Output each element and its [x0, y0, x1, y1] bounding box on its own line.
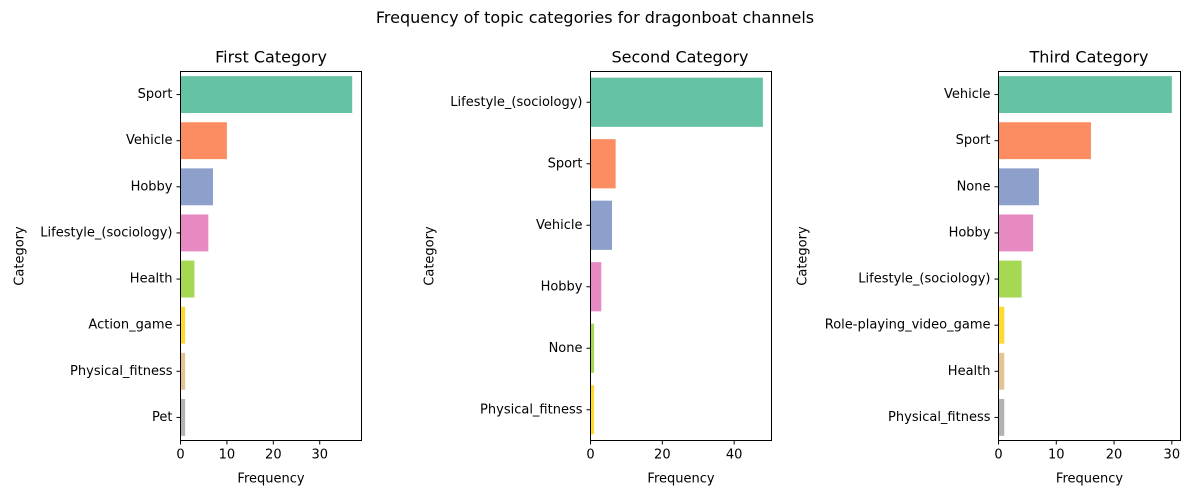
panel-2-xtick-label-2: 20 — [654, 448, 671, 463]
panel-3-axes-frame — [998, 71, 1181, 441]
panel-1-xtick-label-2: 10 — [219, 448, 236, 463]
panel-1-xtick-label-3: 20 — [265, 448, 282, 463]
panel-1-ytick-label-3: Hobby — [131, 179, 173, 194]
panel-1-xtick-label-4: 30 — [311, 448, 328, 463]
panel-3-ylabel: Category — [796, 226, 811, 286]
panel-2-ytick-label-5: None — [549, 341, 583, 356]
panel-1-bar-4 — [180, 214, 209, 252]
panel-1-xlabel: Frequency — [237, 472, 304, 487]
panel-3-bar-1 — [998, 76, 1172, 114]
panel-1-bar-8 — [180, 398, 186, 436]
panel-3-title: Third Category — [1029, 48, 1149, 67]
panel-1-title: First Category — [215, 48, 327, 67]
panel-2-bar-4 — [590, 262, 602, 312]
panel-2-xtick-label-3: 40 — [726, 448, 743, 463]
panel-3-ytick-label-1: Vehicle — [944, 87, 991, 102]
panel-3-xtick-label-1: 0 — [994, 448, 1002, 463]
panel-2-ytick-label-1: Lifestyle_(sociology) — [450, 95, 582, 110]
panel-1-bar-6 — [180, 306, 186, 344]
panel-1-ytick-label-8: Pet — [152, 410, 172, 425]
panel-1-ytick-label-7: Physical_fitness — [70, 364, 173, 379]
panel-3-xtick-label-2: 10 — [1048, 448, 1065, 463]
panel-1-ytick-label-5: Health — [130, 272, 173, 287]
panel-2-bar-6 — [590, 385, 595, 435]
panel-2-xtick-label-1: 0 — [586, 448, 594, 463]
panel-1-ytick-label-4: Lifestyle_(sociology) — [40, 225, 172, 240]
panel-1-ylabel: Category — [13, 226, 28, 286]
panel-2-ytick-label-3: Vehicle — [536, 218, 583, 233]
panel-3-bar-4 — [998, 214, 1034, 252]
panel-1-bar-3 — [180, 168, 213, 206]
panel-2-bar-2 — [590, 139, 616, 189]
panel-3-ytick-label-3: None — [957, 179, 991, 194]
panel-3-ytick-label-5: Lifestyle_(sociology) — [858, 272, 990, 287]
panel-1-bar-5 — [180, 260, 195, 298]
panel-2-ytick-label-2: Sport — [548, 156, 583, 171]
panel-2-ytick-label-4: Hobby — [541, 279, 583, 294]
figure-suptitle: Frequency of topic categories for dragon… — [375, 8, 815, 27]
panel-1-bar-7 — [180, 352, 186, 390]
panel-1-xtick-label-1: 0 — [176, 448, 184, 463]
panel-3-xtick-label-4: 30 — [1164, 448, 1181, 463]
panel-2-bar-1 — [590, 77, 763, 127]
panel-3-bar-6 — [998, 306, 1005, 344]
panel-3-bar-2 — [998, 122, 1091, 160]
panel-1-bar-1 — [180, 76, 353, 114]
panel-3-bar-7 — [998, 352, 1005, 390]
panel-2-title: Second Category — [611, 48, 748, 67]
panel-3-xlabel: Frequency — [1056, 472, 1123, 487]
panel-2-bar-5 — [590, 323, 595, 373]
panel-3-xtick-label-3: 20 — [1106, 448, 1123, 463]
panel-1-ytick-label-1: Sport — [138, 87, 173, 102]
panel-3-ytick-label-2: Sport — [956, 133, 991, 148]
panel-3-bar-5 — [998, 260, 1022, 298]
panel-1-axes-frame — [180, 71, 362, 441]
panel-1-ytick-label-2: Vehicle — [126, 133, 173, 148]
panel-1-bar-2 — [180, 122, 227, 160]
panel-2-axes-frame — [590, 71, 772, 441]
panel-1-ytick-label-6: Action_game — [88, 318, 172, 333]
panel-3-bar-3 — [998, 168, 1039, 206]
panel-2-ytick-label-6: Physical_fitness — [480, 402, 583, 417]
panel-3-ytick-label-8: Physical_fitness — [888, 410, 991, 425]
panel-3-ytick-label-4: Hobby — [949, 225, 991, 240]
panel-3-bar-8 — [998, 398, 1005, 436]
panel-3-ytick-label-7: Health — [948, 364, 991, 379]
panel-2-ylabel: Category — [423, 226, 438, 286]
panel-2-xlabel: Frequency — [647, 472, 714, 487]
panel-2-bar-3 — [590, 200, 613, 250]
panel-3-ytick-label-6: Role-playing_video_game — [825, 318, 991, 333]
